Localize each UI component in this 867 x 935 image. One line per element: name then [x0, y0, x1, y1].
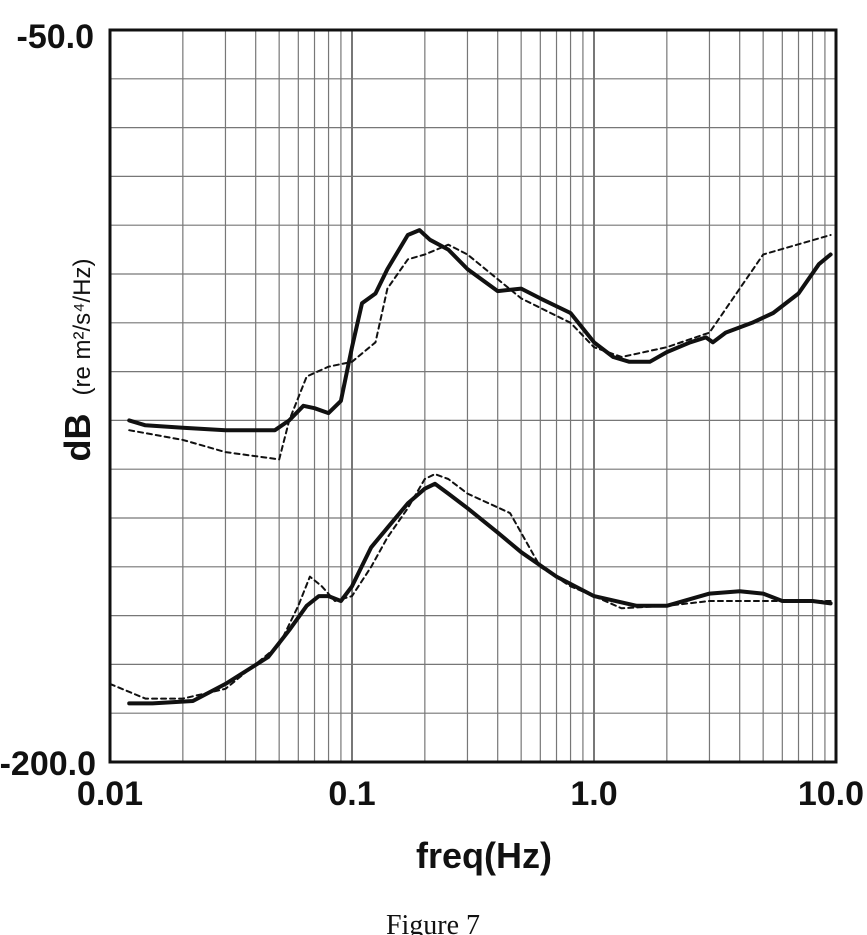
figure-caption: Figure 7	[386, 910, 480, 935]
y-tick-labels: -50.0 -200.0	[0, 18, 96, 783]
y-tick-label-top: -50.0	[17, 18, 95, 56]
y-axis-label-unit: (re m²/s⁴/Hz)	[69, 259, 96, 396]
series-group	[109, 228, 833, 706]
x-axis-label: freq(Hz)	[416, 835, 552, 876]
dashed-series-line-3	[109, 473, 832, 700]
x-tick-label-1: 0.1	[328, 775, 375, 813]
x-tick-label-2: 1.0	[570, 775, 617, 813]
solid-series-line-0	[127, 228, 833, 433]
solid-series-line-2	[127, 481, 833, 706]
grid	[110, 30, 836, 762]
plot-frame	[108, 28, 838, 764]
x-tick-label-0: 0.01	[77, 775, 143, 813]
y-axis-label: dB (re m²/s⁴/Hz)	[57, 259, 98, 462]
y-axis-label-text: dB (re m²/s⁴/Hz)	[57, 259, 98, 462]
x-tick-label-3: 10.0	[798, 775, 864, 813]
y-tick-label-bottom: -200.0	[0, 745, 96, 783]
y-axis-label-main: dB	[57, 413, 98, 461]
dashed-series-line-1	[128, 234, 832, 461]
x-tick-labels: 0.01 0.1 1.0 10.0	[77, 775, 864, 813]
